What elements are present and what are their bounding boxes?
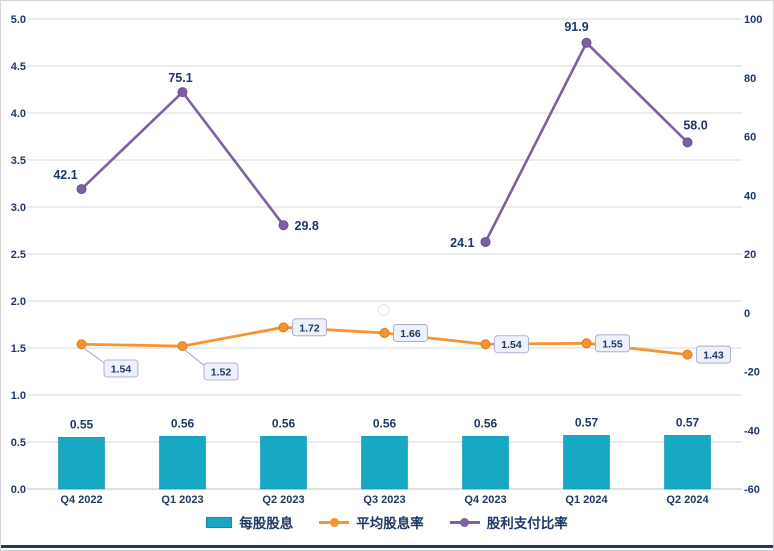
x-axis-label: Q1 2024 [565,494,608,506]
bar-value-label: 0.55 [70,417,94,431]
bar-value-label: 0.56 [272,416,296,430]
avg-yield-value-label: 1.43 [703,350,724,362]
chart-legend: 每股股息 平均股息率 股利支付比率 [1,504,773,540]
left-tick-label: 1.5 [11,343,26,355]
payout-ratio-line-series: 42.1 75.1 29.8 24.1 91.9 58.0 [53,20,707,250]
left-tick-label: 3.0 [11,202,26,214]
right-tick-label: 40 [744,190,756,202]
right-tick-label: 100 [744,14,762,26]
bar [462,436,509,490]
left-tick-label: 3.5 [11,155,26,167]
legend-item-payout-ratio[interactable]: 股利支付比率 [449,512,568,532]
avg-yield-value-label: 1.52 [211,367,232,379]
x-axis-label: Q3 2023 [363,494,405,506]
value-label-box [393,324,428,342]
payout-value-label: 24.1 [450,236,474,250]
payout-point-marker [278,220,289,231]
legend-item-dividend-per-share[interactable]: 每股股息 [206,512,293,532]
left-axis-ticks: 0.0 0.5 1.0 1.5 2.0 2.5 3.0 3.5 4.0 4.5 5.0 [11,14,26,496]
right-tick-label: 0 [744,308,750,320]
x-axis-label: Q2 2023 [262,494,304,506]
payout-value-label: 58.0 [683,118,707,132]
x-axis-label: Q1 2023 [161,494,203,506]
avg-yield-point-marker [379,327,390,338]
avg-yield-value-label: 1.54 [111,364,132,376]
gridlines [27,18,742,490]
x-axis-label: Q4 2022 [60,494,102,506]
value-label-box [103,359,139,378]
payout-line [484,40,689,243]
bar [58,436,105,490]
payout-point-marker [76,184,87,195]
payout-point-marker [682,137,693,148]
left-tick-label: 2.0 [11,296,26,308]
avg-yield-point-marker [278,322,289,333]
left-tick-label: 2.5 [11,249,26,261]
right-axis-ticks: -60 -40 -20 0 20 40 60 80 100 [744,14,762,496]
bar-value-label: 0.57 [575,415,599,429]
avg-yield-value-label: 1.55 [602,338,623,350]
payout-value-label: 75.1 [168,71,192,85]
left-tick-label: 4.5 [11,61,26,73]
x-axis-labels: Q4 2022 Q1 2023 Q2 2023 Q3 2023 Q4 2023 Q1 20… [60,494,709,506]
avg-yield-point-marker [581,338,592,349]
avg-yield-line-series [76,322,693,360]
bar-swatch-icon [206,516,233,528]
right-tick-label: 20 [744,249,756,261]
legend-label: 股利支付比率 [486,516,568,531]
bar-series: 0.55 0.56 0.56 0.56 0.56 0.57 0.57 [58,415,711,490]
payout-value-label: 29.8 [295,219,319,233]
bar [260,436,307,490]
bar-value-label: 0.56 [373,416,397,430]
bottom-border [1,545,773,548]
right-tick-label: -60 [744,484,760,496]
ghost-marker [377,304,390,316]
right-tick-label: -40 [744,425,760,437]
legend-item-avg-dividend-yield[interactable]: 平均股息率 [319,512,424,532]
left-tick-label: 0.5 [11,437,26,449]
avg-yield-value-label: 1.72 [299,322,320,334]
bar [361,436,408,490]
payout-point-marker [480,236,491,247]
orange-line-swatch-icon [319,516,350,528]
payout-line [80,90,285,226]
bar-value-label: 0.56 [171,416,195,430]
bar [664,435,711,490]
payout-value-label: 42.1 [53,168,77,182]
value-label-box [494,335,529,354]
left-tick-label: 4.0 [11,108,26,120]
payout-value-label: 91.9 [564,20,588,34]
right-tick-label: -20 [744,367,760,379]
avg-yield-point-marker [480,339,491,350]
bar [563,435,610,490]
chart-canvas: 0.00.51.01.52.02.53.03.54.04.55.0-60-40-… [11,14,763,506]
legend-label: 每股股息 [239,516,294,531]
x-axis-label: Q4 2023 [464,494,506,506]
left-tick-label: 0.0 [11,484,26,496]
left-tick-label: 1.0 [11,390,26,402]
value-label-box [595,334,630,353]
bar-value-label: 0.57 [676,415,700,429]
payout-point-marker [177,87,188,98]
right-tick-label: 80 [744,73,756,85]
value-label-box [292,318,327,337]
value-label-box [696,345,731,364]
avg-yield-value-label: 1.66 [400,328,421,340]
value-label-box [203,362,239,381]
payout-point-marker [581,37,592,48]
avg-yield-value-label: 1.54 [501,339,522,351]
avg-yield-point-marker [682,349,693,360]
legend-label: 平均股息率 [356,516,424,531]
avg-yield-label-boxes: 1.54 1.52 1.72 1.66 1.54 1.55 1.43 [82,318,731,381]
bar-value-label: 0.56 [474,416,498,430]
avg-yield-point-marker [177,341,188,352]
avg-yield-point-marker [76,339,87,350]
x-axis-label: Q2 2024 [666,494,709,506]
left-tick-label: 5.0 [11,14,26,26]
bar [159,436,206,490]
purple-line-swatch-icon [449,516,480,528]
right-tick-label: 60 [744,132,756,144]
